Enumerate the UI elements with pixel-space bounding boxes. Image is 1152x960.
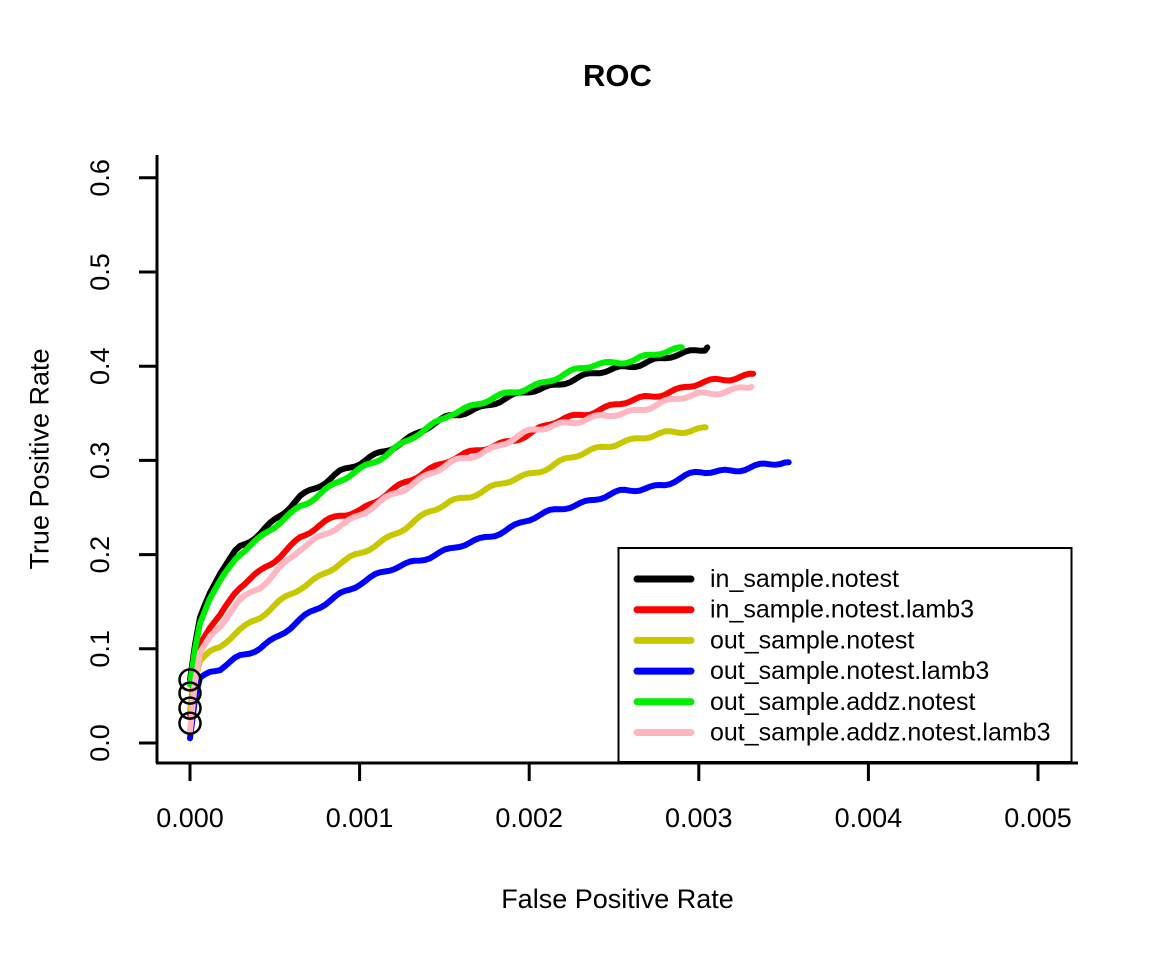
legend-label: out_sample.addz.notest.lamb3 [710, 719, 1051, 747]
start-marker-circle [178, 668, 202, 692]
start-marker-circle [178, 681, 202, 705]
roc-curve-in_sample.notest.lamb3 [187, 370, 757, 718]
legend-label: in_sample.notest.lamb3 [710, 596, 974, 624]
roc-curve-out_sample.addz.notest.lamb3 [187, 383, 755, 735]
roc-curve-out_sample.addz.notest [187, 344, 685, 688]
x-axis-title: False Positive Rate [501, 884, 734, 914]
legend-label: out_sample.notest.lamb3 [710, 657, 989, 685]
legend-label: in_sample.notest [710, 565, 899, 593]
x-tick-label: 0.000 [156, 803, 224, 833]
y-tick-label: 0.5 [85, 253, 115, 291]
chart-title: ROC [583, 58, 652, 93]
x-tick-label: 0.003 [665, 803, 733, 833]
legend-label: out_sample.addz.notest [710, 688, 976, 716]
x-tick-label: 0.001 [326, 803, 394, 833]
y-tick-label: 0.2 [85, 536, 115, 574]
y-tick-label: 0.6 [85, 159, 115, 197]
x-tick-label: 0.002 [495, 803, 563, 833]
roc-curve-out_sample.notest.lamb3 [187, 459, 792, 742]
y-tick-label: 0.1 [85, 630, 115, 668]
y-tick-label: 0.4 [85, 347, 115, 385]
roc-curve-out_sample.notest [187, 424, 709, 713]
legend-label: out_sample.notest [710, 626, 914, 654]
y-tick-label: 0.0 [85, 724, 115, 762]
y-axis-title: True Positive Rate [24, 348, 55, 570]
start-marker-circle [178, 696, 202, 720]
x-tick-label: 0.004 [835, 803, 903, 833]
start-marker-circle [178, 711, 202, 735]
x-tick-label: 0.005 [1004, 803, 1072, 833]
y-tick-label: 0.3 [85, 442, 115, 480]
legend-box [617, 547, 1073, 763]
